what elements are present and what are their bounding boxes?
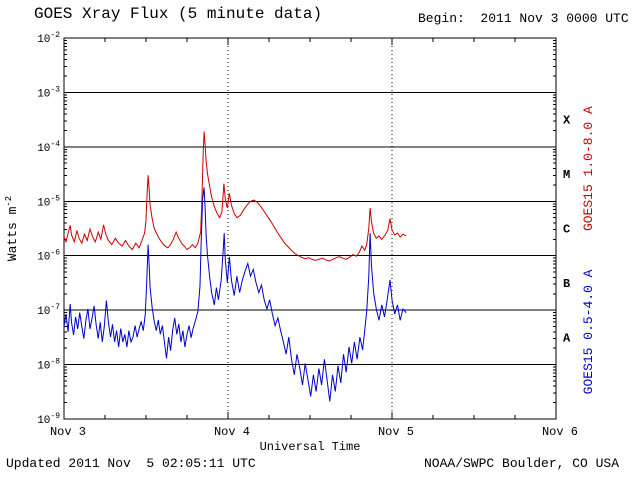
y-tick-label: 10-4 bbox=[37, 140, 60, 155]
x-tick-label: Nov 3 bbox=[50, 425, 86, 439]
x-tick-label: Nov 5 bbox=[378, 425, 414, 439]
series-axis-label-goes15-short: GOES15 0.5-4.0 A bbox=[581, 269, 596, 394]
page-title: GOES Xray Flux (5 minute data) bbox=[34, 5, 323, 23]
y-tick-label: 10-5 bbox=[37, 194, 60, 209]
flare-class-label: C bbox=[563, 223, 570, 237]
y-axis-title: Watts m-2 bbox=[4, 196, 20, 261]
y-tick-label: 10-7 bbox=[37, 303, 60, 318]
flare-class-label: B bbox=[563, 277, 570, 291]
flare-class-label: A bbox=[563, 331, 571, 345]
y-tick-label: 10-2 bbox=[37, 31, 60, 46]
x-tick-label: Nov 4 bbox=[214, 425, 250, 439]
y-tick-label: 10-8 bbox=[37, 358, 60, 373]
flare-class-label: X bbox=[563, 114, 571, 128]
begin-timestamp: Begin: 2011 Nov 3 0000 UTC bbox=[418, 11, 629, 26]
x-axis-title: Universal Time bbox=[260, 440, 361, 454]
y-tick-label: 10-3 bbox=[37, 85, 60, 100]
series-line-goes15-short bbox=[63, 187, 407, 402]
plot-border bbox=[63, 37, 557, 420]
credit-label: NOAA/SWPC Boulder, CO USA bbox=[424, 456, 620, 471]
series-line-goes15-long bbox=[63, 131, 407, 262]
updated-timestamp: Updated 2011 Nov 5 02:05:11 UTC bbox=[6, 456, 256, 471]
x-tick-label: Nov 6 bbox=[542, 425, 578, 439]
flare-class-label: M bbox=[563, 168, 570, 182]
y-tick-label: 10-6 bbox=[37, 249, 60, 264]
series-axis-label-goes15-long: GOES15 1.0-8.0 A bbox=[581, 106, 596, 231]
